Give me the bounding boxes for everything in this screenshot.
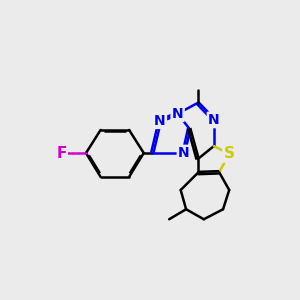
Text: F: F bbox=[56, 146, 67, 160]
Text: N: N bbox=[154, 114, 166, 128]
Text: N: N bbox=[178, 146, 190, 160]
Text: S: S bbox=[224, 146, 235, 161]
Text: N: N bbox=[172, 107, 183, 121]
Text: N: N bbox=[208, 113, 220, 127]
